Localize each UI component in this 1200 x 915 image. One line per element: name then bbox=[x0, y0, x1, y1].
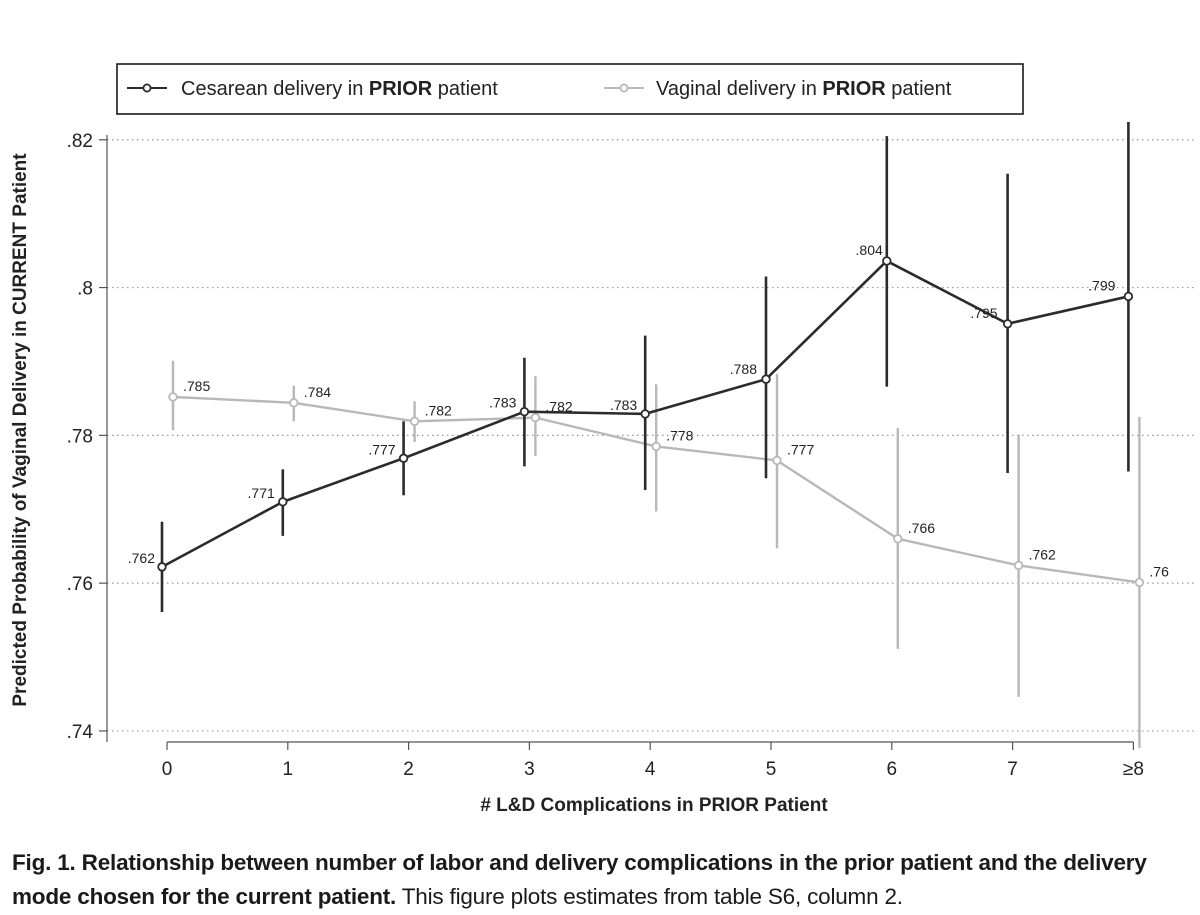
data-point bbox=[1123, 291, 1134, 302]
x-tick-label: 0 bbox=[162, 759, 173, 780]
legend-marker-vaginal bbox=[619, 83, 629, 93]
x-axis: 0 1 2 3 4 5 6 7 ≥8 bbox=[162, 741, 1144, 780]
series-cesarean: .762 .771 .777 .783 .783 .788 .804 .795 .799 bbox=[128, 122, 1134, 612]
legend-marker-cesarean bbox=[142, 83, 152, 93]
legend-item-vaginal: Vaginal delivery in PRIOR patient bbox=[604, 78, 952, 100]
x-tick-label: 5 bbox=[766, 759, 777, 780]
legend-label-cesarean-text: Cesarean delivery in bbox=[181, 78, 369, 100]
data-label: .783 bbox=[610, 397, 637, 413]
data-label: .762 bbox=[128, 550, 155, 566]
figure-caption: Fig. 1. Relationship between number of l… bbox=[12, 846, 1192, 914]
x-tick-label: 1 bbox=[283, 759, 294, 780]
legend-item-cesarean: Cesarean delivery in PRIOR patient bbox=[127, 78, 498, 100]
chart: .74 .76 .78 .8 .82 0 1 2 3 4 5 6 7 ≥8 # L&D Complica… bbox=[10, 63, 1196, 816]
x-tick-label: 2 bbox=[403, 759, 414, 780]
y-tick-label: .8 bbox=[77, 279, 93, 300]
series-layer: .785 .784 .782 .782 .778 .777 .766 .762 .76 .762.… bbox=[128, 122, 1169, 748]
data-label: .785 bbox=[183, 378, 210, 394]
data-point bbox=[157, 562, 167, 572]
data-label: .788 bbox=[730, 361, 757, 377]
data-point bbox=[278, 497, 288, 507]
data-point bbox=[519, 407, 530, 417]
gridlines bbox=[107, 139, 1196, 732]
data-point bbox=[772, 455, 782, 466]
x-tick-label: ≥8 bbox=[1123, 759, 1144, 780]
data-label: .777 bbox=[368, 441, 395, 457]
data-label: .771 bbox=[248, 485, 275, 501]
legend-label-cesarean-tail: patient bbox=[432, 78, 498, 100]
data-label: .784 bbox=[304, 384, 331, 400]
data-label: .762 bbox=[1029, 546, 1056, 562]
data-point bbox=[882, 256, 892, 266]
legend-label-vaginal: Vaginal delivery in PRIOR patient bbox=[656, 78, 952, 100]
x-tick-label: 4 bbox=[645, 759, 656, 780]
data-label: .766 bbox=[908, 520, 935, 536]
y-axis-title: Predicted Probability of Vaginal Deliver… bbox=[10, 153, 31, 707]
legend-box bbox=[116, 63, 1024, 115]
data-label: .782 bbox=[425, 402, 452, 418]
data-label: .778 bbox=[666, 427, 693, 443]
y-tick-label: .78 bbox=[67, 426, 93, 447]
data-point bbox=[409, 416, 420, 427]
data-point bbox=[1002, 319, 1013, 329]
y-tick-label: .76 bbox=[67, 574, 93, 595]
data-point bbox=[289, 398, 299, 408]
series-vaginal: .785 .784 .782 .782 .778 .777 .766 .762 .76 bbox=[168, 360, 1169, 748]
data-point bbox=[651, 441, 661, 452]
data-point bbox=[1134, 577, 1145, 588]
caption-title: Fig. 1. Relationship between number of l… bbox=[12, 850, 1147, 909]
data-label: .795 bbox=[970, 305, 997, 321]
data-point bbox=[530, 412, 541, 423]
x-tick-label: 7 bbox=[1007, 759, 1018, 780]
legend: Cesarean delivery in PRIOR patient Vagin… bbox=[116, 63, 1024, 115]
y-axis: .74 .76 .78 .8 .82 bbox=[67, 131, 108, 743]
data-label: .777 bbox=[787, 441, 814, 457]
data-label: .783 bbox=[489, 395, 516, 411]
x-tick-label: 6 bbox=[887, 759, 898, 780]
y-tick-label: .74 bbox=[67, 722, 94, 743]
data-label: .804 bbox=[856, 242, 883, 258]
legend-label-cesarean: Cesarean delivery in PRIOR patient bbox=[181, 78, 498, 100]
data-label: .799 bbox=[1088, 277, 1115, 293]
data-point bbox=[168, 392, 178, 402]
data-point bbox=[761, 374, 771, 384]
data-point bbox=[398, 453, 409, 463]
legend-label-cesarean-bold: PRIOR bbox=[369, 78, 433, 100]
data-label: .782 bbox=[545, 399, 572, 415]
y-tick-label: .82 bbox=[67, 131, 93, 152]
legend-label-vaginal-text: Vaginal delivery in bbox=[656, 78, 822, 100]
data-label: .76 bbox=[1149, 563, 1169, 579]
x-axis-title: # L&D Complications in PRIOR Patient bbox=[480, 795, 828, 816]
legend-label-vaginal-bold: PRIOR bbox=[822, 78, 886, 100]
data-point bbox=[893, 534, 903, 544]
x-tick-label: 3 bbox=[524, 759, 535, 780]
caption-text: This figure plots estimates from table S… bbox=[396, 884, 903, 909]
data-point bbox=[640, 409, 650, 419]
data-point bbox=[1013, 560, 1024, 571]
legend-label-vaginal-tail: patient bbox=[886, 78, 952, 100]
